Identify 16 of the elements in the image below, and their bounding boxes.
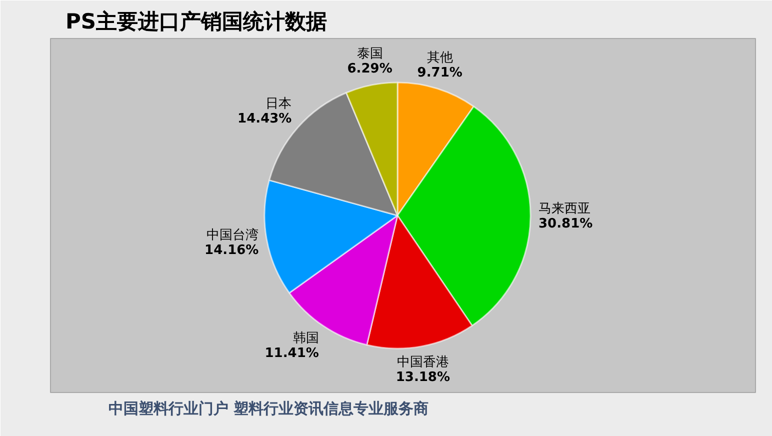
data-label: 30.81% <box>538 216 593 232</box>
slice-label: 中国台湾 <box>206 227 259 244</box>
data-label: 13.18% <box>396 370 450 385</box>
chart-title: PS主要进口产销国统计数据 <box>66 10 328 34</box>
data-label: 14.16% <box>204 243 259 258</box>
data-label: 11.41% <box>264 346 319 361</box>
slice-label: 其他 <box>426 50 453 66</box>
data-label: 14.43% <box>238 112 292 127</box>
data-label: 6.29% <box>347 62 392 77</box>
slice-label: 马来西亚 <box>538 202 590 217</box>
slice-label: 韩国 <box>292 330 319 346</box>
data-label: 9.71% <box>417 66 462 81</box>
text: 中国塑料行业门户 塑料行业资讯信息专业服务商 <box>108 400 429 418</box>
slice-label: 日本 <box>266 96 292 112</box>
slice-label: 泰国 <box>356 46 383 62</box>
slice-label: 中国香港 <box>396 354 449 370</box>
